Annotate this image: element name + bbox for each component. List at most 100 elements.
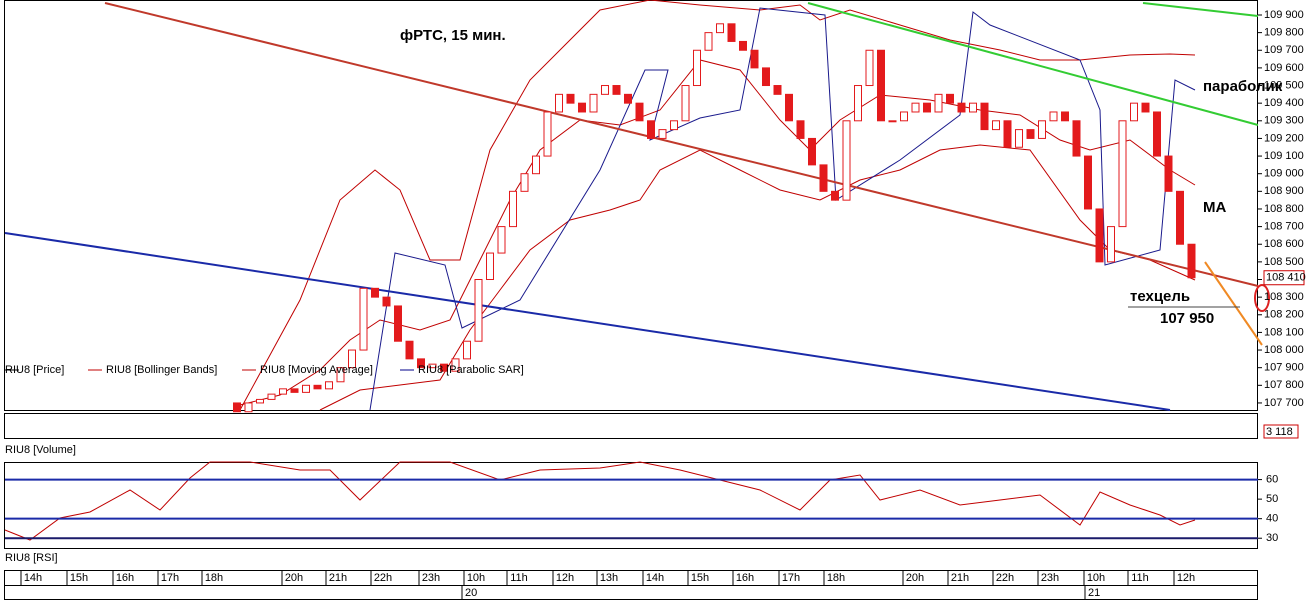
time-label: 10h — [1087, 572, 1105, 584]
annotation: МА — [1203, 199, 1226, 216]
candle-body — [1061, 111, 1069, 122]
date-label: 21 — [1088, 587, 1100, 599]
candle-body — [1130, 102, 1138, 122]
date-label: 20 — [465, 587, 477, 599]
volume-pane — [4, 413, 1258, 439]
candle-body — [808, 137, 816, 166]
candle-body — [267, 393, 276, 400]
time-label: 21h — [329, 572, 347, 584]
time-label: 15h — [70, 572, 88, 584]
y-tick-label: 109 100 — [1264, 150, 1304, 162]
time-label: 20h — [906, 572, 924, 584]
candle-body — [773, 85, 782, 95]
candle-body — [762, 67, 770, 87]
candle-body — [750, 49, 759, 69]
candle-body — [313, 384, 322, 390]
time-label: 16h — [736, 572, 754, 584]
time-label: 14h — [646, 572, 664, 584]
candle-body — [1072, 120, 1081, 157]
y-tick-label: 108 600 — [1264, 238, 1304, 250]
candle-body — [1176, 190, 1184, 245]
y-tick-label: 107 900 — [1264, 362, 1304, 374]
price-pane — [4, 0, 1258, 411]
y-tick-label: 109 700 — [1264, 44, 1304, 56]
candle-body — [635, 102, 644, 122]
candle-body — [233, 402, 241, 413]
candle-body — [934, 93, 943, 113]
candle-body — [1015, 129, 1023, 148]
rsi-curve — [4, 461, 1196, 541]
candle-body — [819, 164, 828, 192]
y-tick-label: 108 200 — [1264, 309, 1304, 321]
y-tick-label: 108 100 — [1264, 326, 1304, 338]
time-label: 12h — [1177, 572, 1195, 584]
candle-body — [681, 85, 690, 122]
time-label: 22h — [374, 572, 392, 584]
candle-body — [831, 190, 839, 201]
candle-body — [348, 349, 356, 369]
annotation: техцель — [1130, 288, 1190, 305]
candle-body — [946, 93, 954, 104]
candle-body — [359, 287, 368, 351]
y-tick-label: 109 600 — [1264, 62, 1304, 74]
candle-body — [463, 340, 471, 360]
y-tick-label: 109 400 — [1264, 97, 1304, 109]
candle-body — [474, 279, 483, 342]
candle-body — [992, 120, 1000, 131]
chart-title: фРТС, 15 мин. — [400, 27, 506, 44]
legend-entry: RIU8 [Bollinger Bands] — [106, 364, 217, 376]
candle-body — [739, 40, 747, 51]
candle-body — [670, 120, 678, 131]
candle-body — [658, 129, 667, 139]
candle-body — [923, 102, 931, 113]
target-arrow — [1204, 261, 1263, 346]
time-label: 17h — [782, 572, 800, 584]
y-tick-label: 109 200 — [1264, 132, 1304, 144]
time-label: 20h — [285, 572, 303, 584]
last-price-box — [1263, 270, 1305, 286]
candle-body — [543, 111, 552, 157]
candle-body — [497, 226, 506, 254]
candle-body — [509, 190, 517, 228]
y-tick-label: 107 800 — [1264, 379, 1304, 391]
candle-body — [244, 402, 253, 413]
legend-entry: RIU8 [Parabolic SAR] — [418, 364, 524, 376]
candle-body — [1164, 155, 1173, 192]
rsi-tick-label: 50 — [1266, 493, 1278, 505]
candle-body — [279, 388, 287, 395]
candle-body — [1153, 111, 1161, 157]
time-label: 11h — [1131, 572, 1149, 584]
trend-line-green-upper — [1142, 2, 1259, 17]
y-tick-label: 107 700 — [1264, 397, 1304, 409]
time-label: 22h — [996, 572, 1014, 584]
time-label: 14h — [24, 572, 42, 584]
y-tick-label: 108 800 — [1264, 203, 1304, 215]
candle-body — [796, 120, 805, 139]
candle-body — [417, 358, 425, 369]
candle-body — [451, 358, 460, 372]
time-label: 11h — [510, 572, 528, 584]
candle-body — [1118, 120, 1127, 228]
candle-body — [405, 340, 414, 360]
candle-body — [256, 398, 264, 404]
candle-body — [980, 102, 989, 131]
bollinger-upper — [239, 0, 1196, 411]
trend-line-red — [104, 2, 1259, 287]
candle-body — [290, 388, 299, 393]
candle-body — [520, 173, 529, 192]
legend-entry: RIU8 [Moving Average] — [260, 364, 373, 376]
time-label: 13h — [600, 572, 618, 584]
candle-body — [716, 23, 724, 34]
time-label: 10h — [467, 572, 485, 584]
volume-last-box — [1263, 424, 1299, 439]
time-label: 23h — [422, 572, 440, 584]
y-tick-label: 109 500 — [1264, 79, 1304, 91]
y-tick-label: 109 800 — [1264, 27, 1304, 39]
candle-body — [865, 49, 874, 87]
candle-body — [888, 120, 897, 123]
candle-body — [428, 363, 437, 369]
candle-body — [727, 23, 736, 42]
candle-body — [785, 93, 793, 122]
y-tick-label: 108 000 — [1264, 344, 1304, 356]
